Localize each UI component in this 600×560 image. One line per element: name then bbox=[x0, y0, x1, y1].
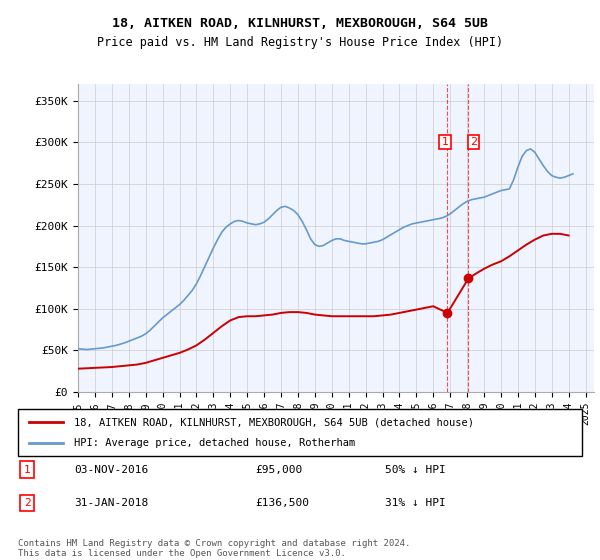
Text: 31% ↓ HPI: 31% ↓ HPI bbox=[385, 498, 445, 508]
Text: £136,500: £136,500 bbox=[255, 498, 309, 508]
Text: 03-NOV-2016: 03-NOV-2016 bbox=[74, 465, 149, 475]
Text: Contains HM Land Registry data © Crown copyright and database right 2024.
This d: Contains HM Land Registry data © Crown c… bbox=[18, 539, 410, 558]
Text: 18, AITKEN ROAD, KILNHURST, MEXBOROUGH, S64 5UB (detached house): 18, AITKEN ROAD, KILNHURST, MEXBOROUGH, … bbox=[74, 417, 475, 427]
Text: 18, AITKEN ROAD, KILNHURST, MEXBOROUGH, S64 5UB: 18, AITKEN ROAD, KILNHURST, MEXBOROUGH, … bbox=[112, 17, 488, 30]
Text: Price paid vs. HM Land Registry's House Price Index (HPI): Price paid vs. HM Land Registry's House … bbox=[97, 36, 503, 49]
Text: 1: 1 bbox=[442, 137, 448, 147]
Text: 31-JAN-2018: 31-JAN-2018 bbox=[74, 498, 149, 508]
Text: £95,000: £95,000 bbox=[255, 465, 302, 475]
FancyBboxPatch shape bbox=[18, 409, 582, 456]
Text: 1: 1 bbox=[23, 465, 31, 475]
Text: HPI: Average price, detached house, Rotherham: HPI: Average price, detached house, Roth… bbox=[74, 438, 356, 448]
Text: 2: 2 bbox=[23, 498, 31, 508]
Text: 50% ↓ HPI: 50% ↓ HPI bbox=[385, 465, 445, 475]
Text: 2: 2 bbox=[470, 137, 477, 147]
